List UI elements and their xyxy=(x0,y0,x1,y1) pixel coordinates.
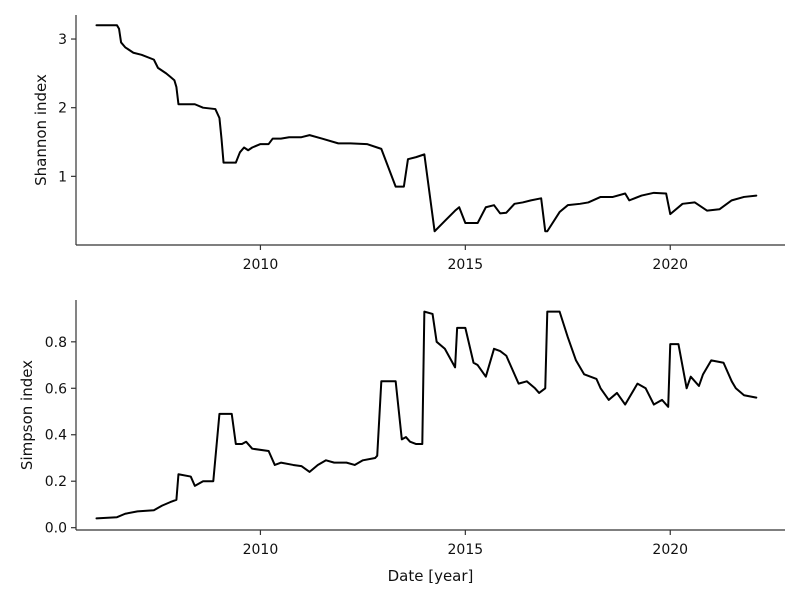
simpson-y-tick-label: 0.0 xyxy=(45,521,67,537)
simpson-y-tick-label: 0.8 xyxy=(45,335,67,351)
simpson-panel: 2010 2015 2020 0.0 0.2 0.4 0.6 0.8 Simpson index… xyxy=(18,300,785,585)
shannon-y-tick-label: 3 xyxy=(58,32,67,48)
simpson-x-tick-label: 2010 xyxy=(243,542,279,558)
simpson-y-axis-title: Simpson index xyxy=(18,360,36,470)
shannon-y-tick-label: 1 xyxy=(58,169,67,185)
shannon-y-axis-title: Shannon index xyxy=(32,74,50,186)
simpson-y-tick-label: 0.4 xyxy=(45,428,67,444)
simpson-y-tick-label: 0.2 xyxy=(45,474,67,490)
simpson-series-line xyxy=(95,310,758,520)
shannon-x-tick-label: 2020 xyxy=(652,257,688,273)
shannon-x-tick-label: 2015 xyxy=(448,257,484,273)
simpson-x-tick-label: 2015 xyxy=(448,542,484,558)
simpson-x-tick-label: 2020 xyxy=(652,542,688,558)
shannon-panel: 2010 2015 2020 1 2 3 Shannon index xyxy=(32,15,785,273)
simpson-y-tick-label: 0.6 xyxy=(45,381,67,397)
simpson-x-axis-title: Date [year] xyxy=(388,567,474,585)
shannon-series-line xyxy=(95,24,758,233)
shannon-y-tick-label: 2 xyxy=(58,101,67,117)
shannon-x-tick-label: 2010 xyxy=(243,257,279,273)
